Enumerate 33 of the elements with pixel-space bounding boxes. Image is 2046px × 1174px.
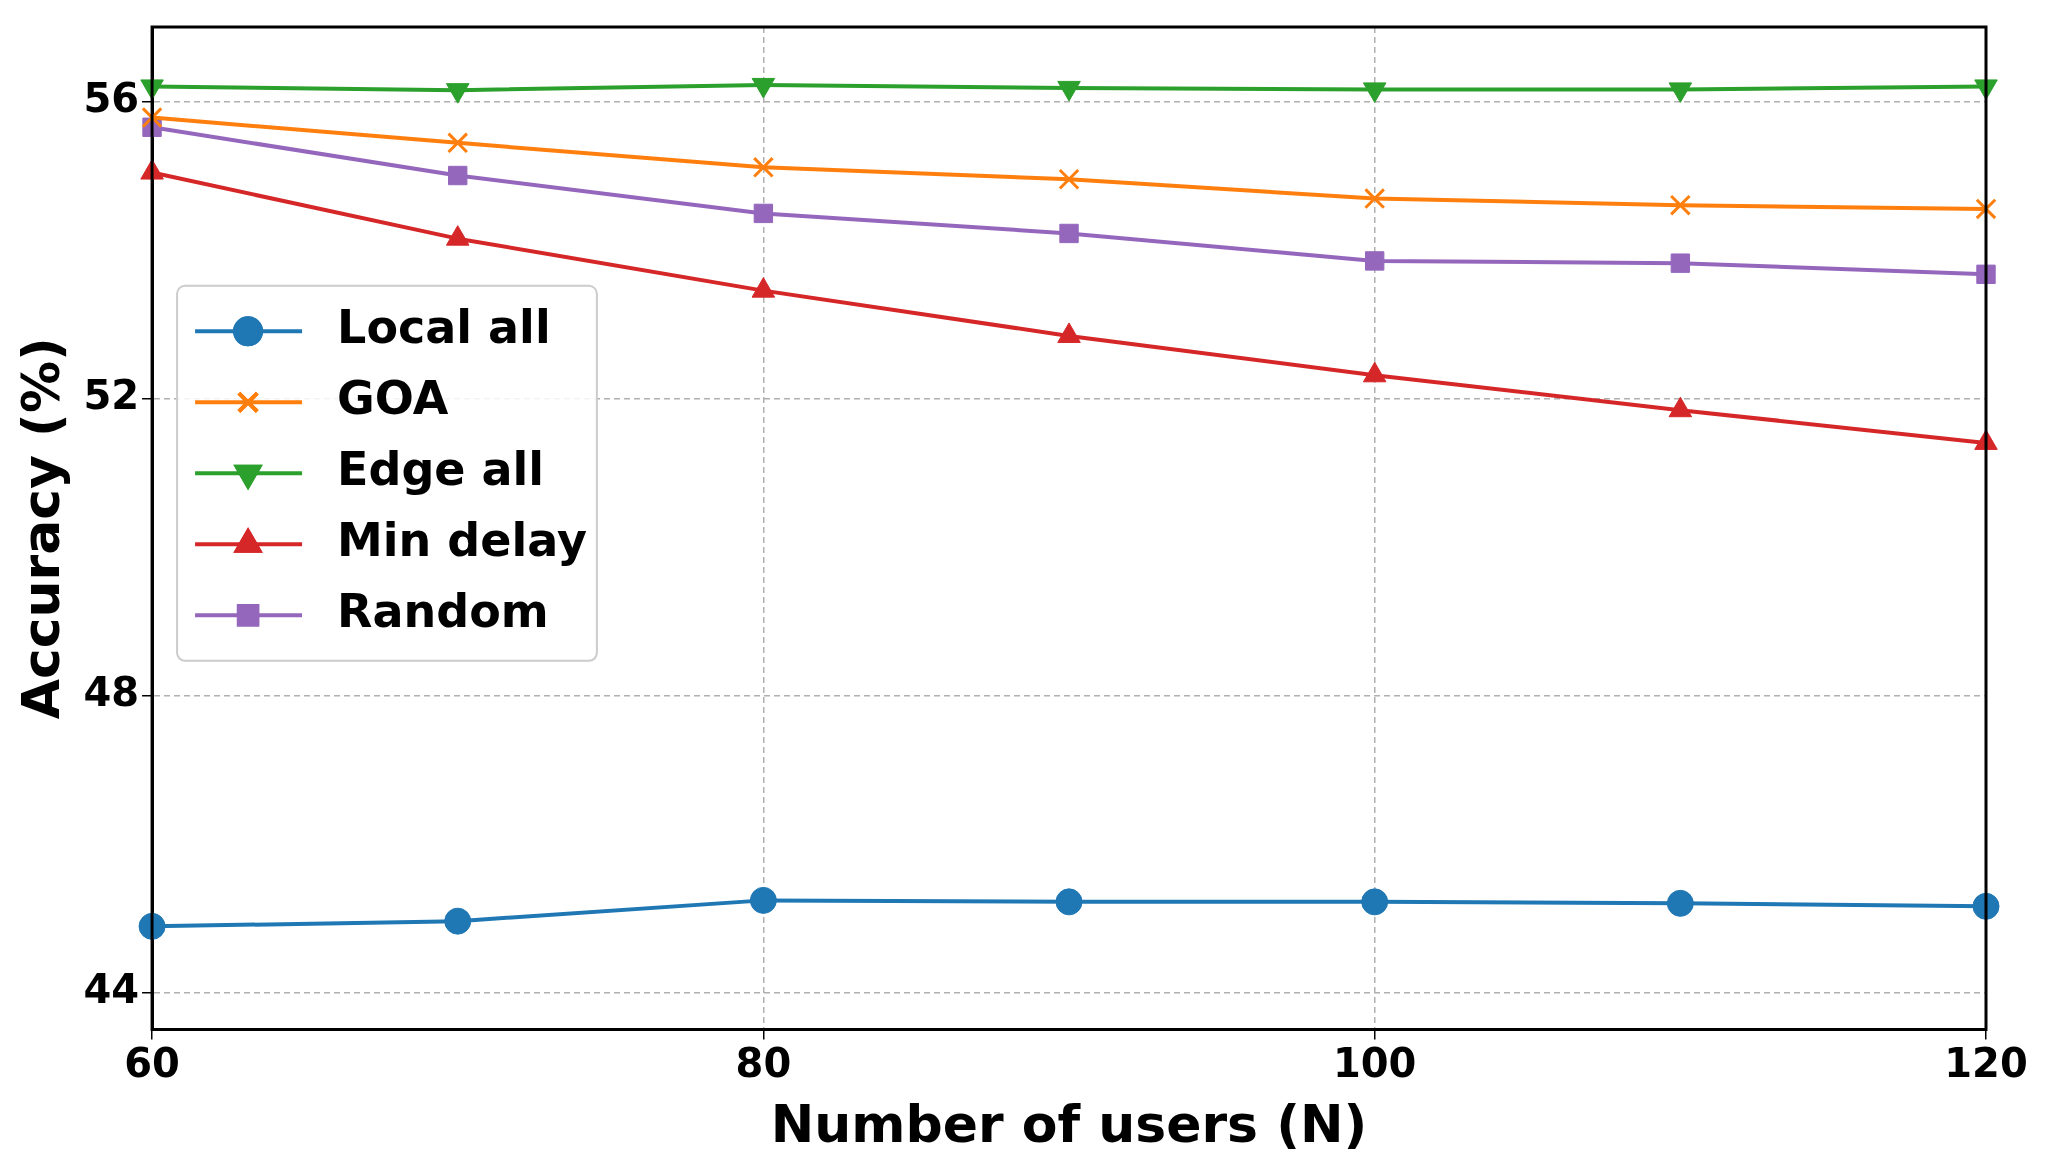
point xyxy=(141,106,163,129)
point xyxy=(447,132,469,154)
x-tick-label: 100 xyxy=(1332,1039,1417,1086)
point xyxy=(1666,889,1694,917)
point xyxy=(749,886,777,914)
y-tick-label: 44 xyxy=(83,965,140,1012)
y-axis-title: Accuracy (%) xyxy=(10,337,71,720)
x-tick-label: 60 xyxy=(124,1039,180,1086)
point xyxy=(444,907,472,935)
point xyxy=(1669,194,1692,216)
point xyxy=(1364,187,1386,210)
legend-label: Local all xyxy=(337,300,551,355)
point xyxy=(448,165,468,186)
point xyxy=(1058,168,1080,190)
point xyxy=(1670,253,1691,273)
legend-label: GOA xyxy=(337,371,449,426)
point xyxy=(752,156,775,179)
point xyxy=(1361,888,1389,916)
legend-label: Min delay xyxy=(337,513,587,568)
y-tick-label: 48 xyxy=(83,668,140,715)
point xyxy=(1976,264,1996,284)
point xyxy=(1365,251,1385,271)
legend-label: Random xyxy=(337,584,549,639)
x-tick-label: 80 xyxy=(735,1039,792,1086)
x-axis-title: Number of users (N) xyxy=(770,1094,1368,1155)
x-tick-label: 120 xyxy=(1944,1039,2028,1086)
y-tick-label: 52 xyxy=(83,371,140,418)
point xyxy=(753,203,774,224)
point xyxy=(1055,888,1083,916)
y-tick-label: 56 xyxy=(83,74,140,121)
point xyxy=(1975,198,1997,220)
point xyxy=(1059,223,1079,244)
legend-label: Edge all xyxy=(337,442,545,497)
